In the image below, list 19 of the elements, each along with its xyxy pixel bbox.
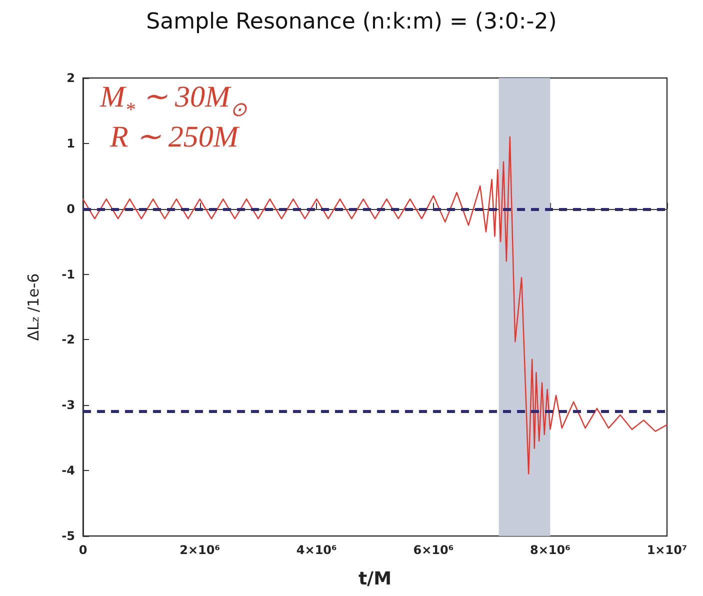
y-tick-label: -1 [62, 267, 75, 282]
y-tick-label: 0 [66, 202, 75, 216]
y-tick-label: -4 [62, 464, 75, 478]
y-tick-label: 1 [66, 136, 75, 150]
y-tick-label: 2 [66, 71, 75, 85]
x-tick-label: 0 [78, 543, 88, 557]
x-tick-label: 8×10⁶ [530, 543, 570, 557]
x-tick-label: 4×10⁶ [296, 543, 337, 557]
y-tick-label: -5 [62, 529, 75, 543]
x-tick-label: 6×10⁶ [413, 543, 454, 557]
x-axis-title: t/M [358, 568, 392, 590]
y-tick-label: -2 [62, 332, 75, 347]
y-tick-label: -3 [62, 398, 75, 412]
chart-title: Sample Resonance (n:k:m) = (3:0:-2) [146, 10, 557, 34]
annotation: R ∼ 250M [109, 120, 240, 154]
annotation: M* ∼ 30M⊙ [99, 80, 247, 121]
x-tick-label: 2×10⁶ [180, 543, 220, 557]
y-axis-title: ΔLz /1e-6 [24, 273, 42, 341]
x-tick-label: 1×10⁷ [646, 543, 688, 557]
